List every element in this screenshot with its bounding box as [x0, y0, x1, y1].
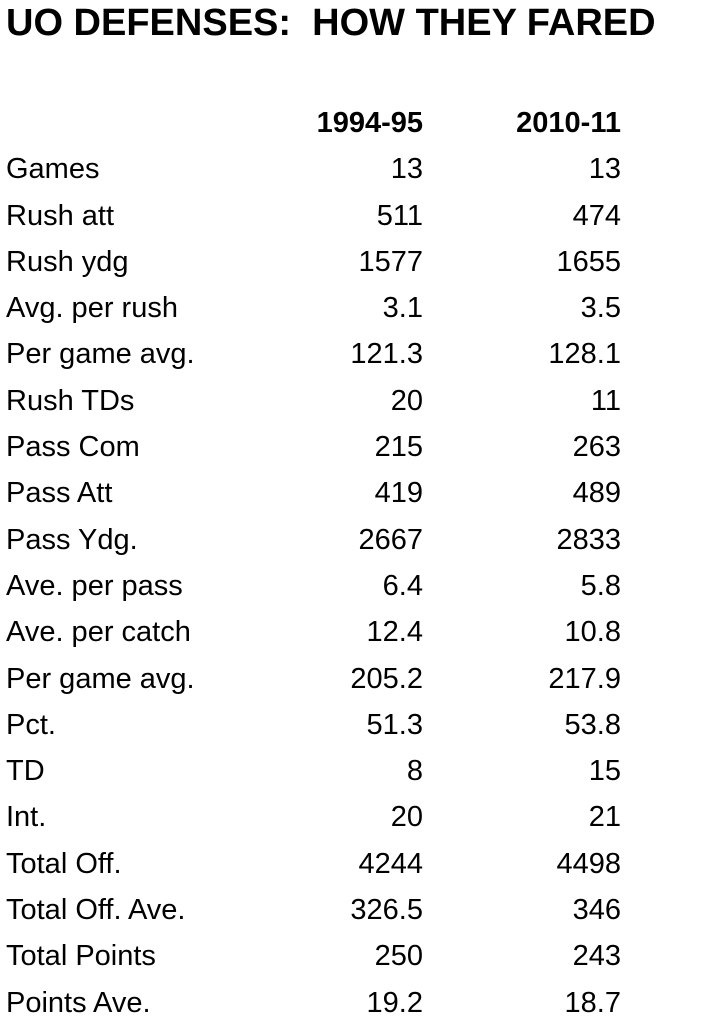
row-label: Pass Att — [6, 477, 113, 510]
row-label: TD — [6, 755, 45, 788]
value-1994-95: 19.2 — [366, 986, 423, 1019]
value-1994-95: 51.3 — [366, 708, 423, 741]
table-header-row: 1994-95 2010-11 — [0, 100, 713, 146]
value-1994-95: 250 — [374, 940, 423, 973]
value-1994-95: 12.4 — [366, 616, 423, 649]
value-2010-11: 474 — [572, 199, 621, 232]
page-title: UO DEFENSES: HOW THEY FARED — [6, 2, 656, 44]
value-1994-95: 121.3 — [350, 338, 423, 371]
value-2010-11: 53.8 — [564, 708, 621, 741]
table-row: Avg. per rush 3.1 3.5 — [0, 285, 713, 331]
table-row: Per game avg. 205.2 217.9 — [0, 656, 713, 702]
value-2010-11: 13 — [588, 153, 621, 186]
value-1994-95: 8 — [406, 755, 423, 788]
table-row: Total Points 250 243 — [0, 933, 713, 979]
value-1994-95: 3.1 — [382, 292, 423, 325]
row-label: Pct. — [6, 708, 56, 741]
value-2010-11: 1655 — [556, 245, 621, 278]
value-2010-11: 217.9 — [548, 662, 621, 695]
row-label: Total Off. — [6, 847, 122, 880]
row-label: Ave. per catch — [6, 616, 191, 649]
row-label: Rush TDs — [6, 384, 135, 417]
value-2010-11: 2833 — [556, 523, 621, 556]
value-1994-95: 4244 — [358, 847, 423, 880]
table-row: Total Off. 4244 4498 — [0, 841, 713, 887]
value-1994-95: 20 — [390, 801, 423, 834]
row-label: Pass Ydg. — [6, 523, 138, 556]
row-label: Points Ave. — [6, 986, 151, 1019]
row-label: Ave. per pass — [6, 569, 183, 602]
column-header-2010-11: 2010-11 — [516, 107, 621, 139]
value-2010-11: 489 — [572, 477, 621, 510]
value-1994-95: 6.4 — [382, 569, 423, 602]
table-row: Ave. per catch 12.4 10.8 — [0, 609, 713, 655]
value-1994-95: 1577 — [358, 245, 423, 278]
table-row: Int. 20 21 — [0, 794, 713, 840]
table-row: Pct. 51.3 53.8 — [0, 702, 713, 748]
value-1994-95: 419 — [374, 477, 423, 510]
row-label: Avg. per rush — [6, 292, 178, 325]
table-row: Rush att 511 474 — [0, 193, 713, 239]
value-2010-11: 243 — [572, 940, 621, 973]
value-1994-95: 511 — [376, 199, 423, 232]
table-row: Ave. per pass 6.4 5.8 — [0, 563, 713, 609]
row-label: Per game avg. — [6, 338, 195, 371]
value-2010-11: 346 — [572, 894, 621, 927]
table-row: Games 13 13 — [0, 146, 713, 192]
value-2010-11: 21 — [588, 801, 621, 834]
table-row: Per game avg. 121.3 128.1 — [0, 331, 713, 377]
row-label: Int. — [6, 801, 47, 834]
value-1994-95: 215 — [374, 431, 423, 464]
value-2010-11: 4498 — [556, 847, 621, 880]
row-label: Rush att — [6, 199, 114, 232]
table-row: Points Ave. 19.2 18.7 — [0, 980, 713, 1026]
row-label: Games — [6, 153, 100, 186]
value-1994-95: 20 — [390, 384, 423, 417]
column-header-1994-95: 1994-95 — [316, 107, 423, 139]
row-label: Total Off. Ave. — [6, 894, 186, 927]
row-label: Total Points — [6, 940, 156, 973]
row-label: Pass Com — [6, 431, 140, 464]
value-1994-95: 13 — [390, 153, 423, 186]
value-2010-11: 5.8 — [580, 569, 621, 602]
value-2010-11: 18.7 — [564, 986, 621, 1019]
row-label: Per game avg. — [6, 662, 195, 695]
value-2010-11: 11 — [590, 384, 621, 417]
value-2010-11: 10.8 — [564, 616, 621, 649]
table-row: Pass Att 419 489 — [0, 470, 713, 516]
table-row: Total Off. Ave. 326.5 346 — [0, 887, 713, 933]
value-2010-11: 3.5 — [580, 292, 621, 325]
table-row: Rush ydg 1577 1655 — [0, 239, 713, 285]
stats-table: 1994-95 2010-11 Games 13 13 Rush att 511 474 R… — [0, 100, 713, 1026]
table-row: TD 8 15 — [0, 748, 713, 794]
value-2010-11: 128.1 — [548, 338, 621, 371]
table-row: Rush TDs 20 11 — [0, 378, 713, 424]
value-2010-11: 15 — [588, 755, 621, 788]
table-row: Pass Com 215 263 — [0, 424, 713, 470]
value-1994-95: 205.2 — [350, 662, 423, 695]
value-1994-95: 2667 — [358, 523, 423, 556]
value-2010-11: 263 — [572, 431, 621, 464]
value-1994-95: 326.5 — [350, 894, 423, 927]
table-row: Pass Ydg. 2667 2833 — [0, 517, 713, 563]
row-label: Rush ydg — [6, 245, 129, 278]
